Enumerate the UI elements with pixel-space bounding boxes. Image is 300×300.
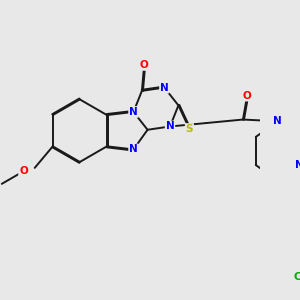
- Text: N: N: [295, 160, 300, 170]
- Text: N: N: [273, 116, 282, 126]
- Text: N: N: [129, 107, 138, 117]
- Text: O: O: [243, 91, 251, 100]
- Text: S: S: [186, 124, 193, 134]
- Text: O: O: [140, 60, 148, 70]
- Text: N: N: [166, 122, 174, 131]
- Text: Cl: Cl: [294, 272, 300, 282]
- Text: N: N: [160, 82, 169, 93]
- Text: N: N: [129, 144, 138, 154]
- Text: O: O: [19, 166, 28, 176]
